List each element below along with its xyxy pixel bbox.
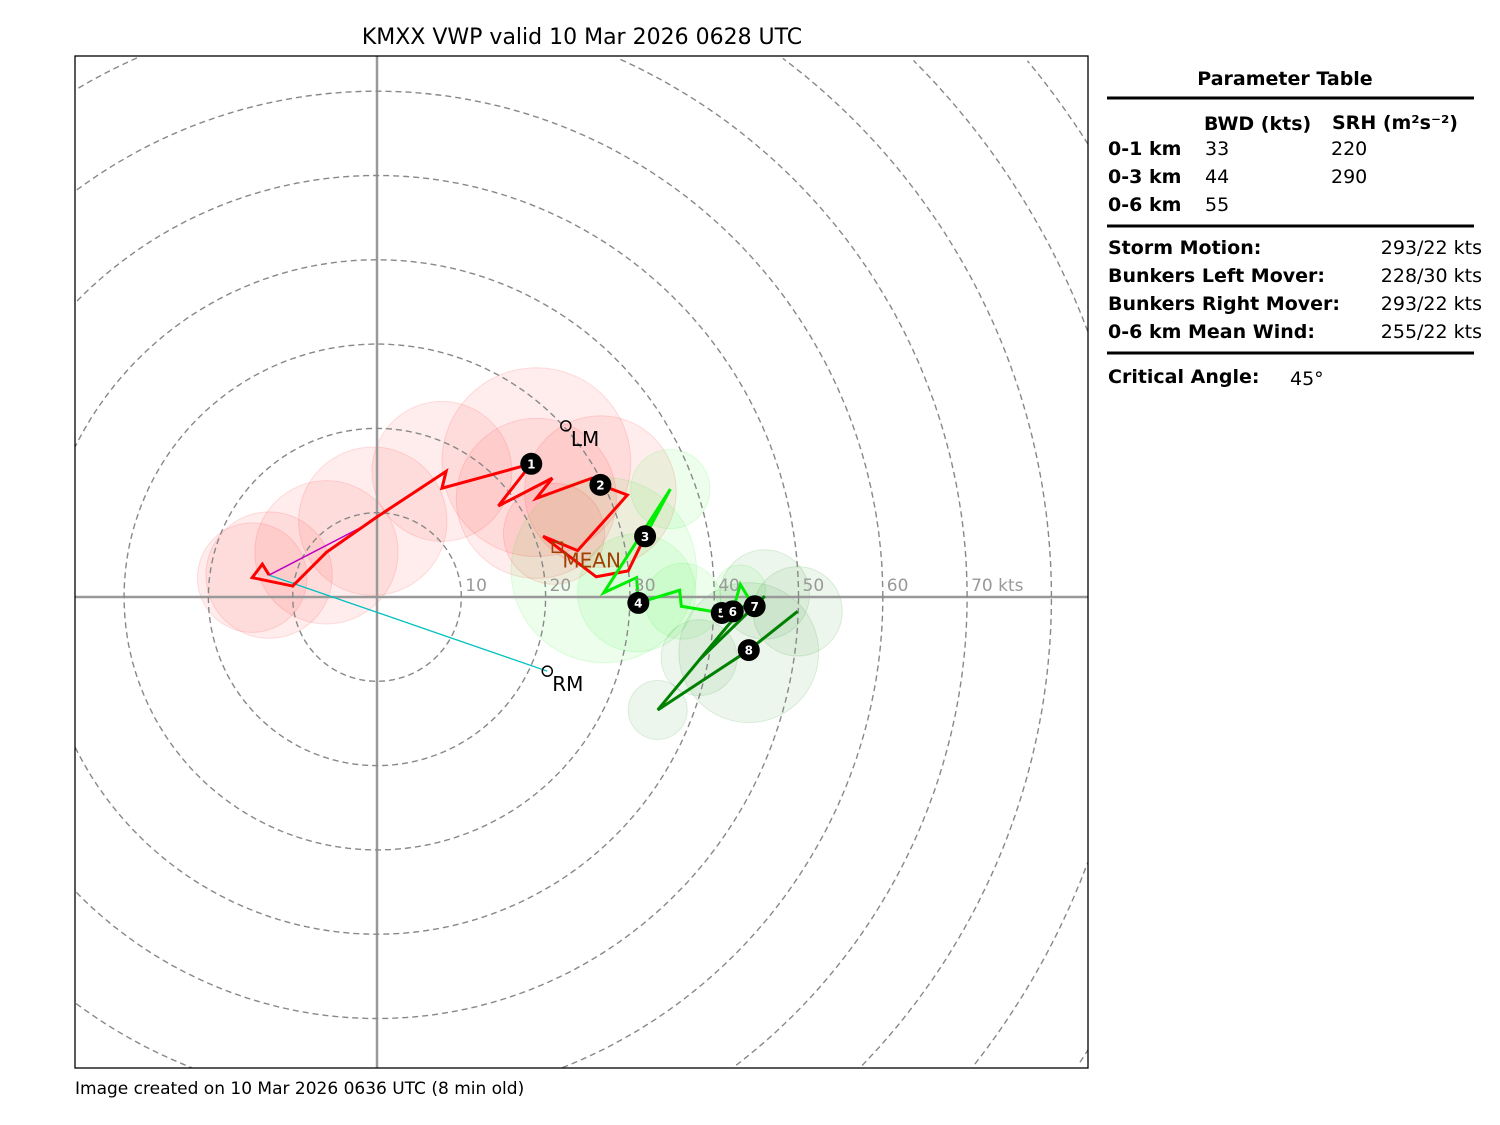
level-marker: [743, 595, 766, 618]
ring-label: 10: [465, 576, 487, 596]
level-label: 4: [634, 596, 642, 610]
level-marker: [627, 591, 650, 614]
ring-label: 40: [718, 576, 740, 596]
motion-value: 293/22 kts: [1381, 237, 1482, 259]
uncertainty-circle: [371, 400, 513, 542]
parameter-table: Parameter Table BWD (kts) SRH (m²s⁻²) 0-…: [1107, 68, 1482, 390]
level-marker: [520, 452, 543, 475]
motion-value: 293/22 kts: [1381, 293, 1482, 315]
level-label: 6: [729, 605, 737, 619]
range-ring: [292, 512, 462, 682]
storm-motion-marker: [541, 665, 554, 677]
bwd-value: 55: [1205, 194, 1229, 216]
level-label: 3: [641, 530, 649, 544]
range-ring: [1026, 60, 1088, 1063]
motion-label: Storm Motion:: [1108, 237, 1261, 259]
hodograph-trace: [249, 461, 647, 588]
range-ring: [912, 60, 1088, 1065]
ring-label: 50: [803, 576, 825, 596]
level-label: 7: [750, 600, 758, 614]
ring-label: 20: [550, 576, 572, 596]
col-bwd: BWD (kts): [1204, 113, 1311, 135]
range-ring: [75, 259, 715, 935]
range-ring: [782, 57, 1053, 1066]
level-label: 5: [718, 607, 726, 621]
srh-value: 290: [1331, 166, 1367, 188]
motion-label: Bunkers Left Mover:: [1108, 265, 1325, 287]
range-ring: [75, 90, 884, 1068]
motion-label: Bunkers Right Mover:: [1108, 293, 1340, 315]
row-label: 0-6 km: [1108, 194, 1181, 216]
ring-label: 60: [887, 576, 909, 596]
shear-vector-line: [268, 527, 361, 576]
mean-wind-marker: [551, 541, 564, 554]
level-label: 8: [745, 644, 753, 658]
row-label: 0-3 km: [1108, 166, 1181, 188]
level-label: 1: [527, 457, 535, 471]
row-label: 0-1 km: [1108, 138, 1181, 160]
motion-label: 0-6 km Mean Wind:: [1108, 321, 1315, 343]
col-srh: SRH (m²s⁻²): [1332, 112, 1458, 134]
level-marker: [634, 525, 657, 548]
level-marker: [721, 600, 744, 623]
plot-labels: 10 20 30 40 50 60 70 kts MEAN LM RM 1 2 3 4 5 6 7 8: [465, 420, 1024, 696]
srh-value: 220: [1331, 138, 1367, 160]
table-title: Parameter Table: [1197, 68, 1372, 90]
storm-motion-label: LM: [571, 427, 599, 451]
hodograph-trace: [599, 488, 756, 615]
bwd-value: 44: [1205, 166, 1229, 188]
range-ring: [77, 57, 968, 1066]
chart-title: KMXX VWP valid 10 Mar 2026 0628 UTC: [362, 25, 802, 50]
storm-motion-label: RM: [552, 672, 583, 696]
level-label: 2: [596, 478, 604, 492]
storm-motion-marker: [560, 420, 572, 432]
range-ring: [75, 174, 800, 1020]
uncertainty-circle: [502, 482, 606, 585]
mean-wind-label: MEAN: [562, 548, 621, 572]
plot-area: [75, 56, 1088, 1068]
ring-label: 30: [634, 576, 656, 596]
bwd-value: 33: [1205, 138, 1229, 160]
storm-motion-line: [268, 574, 548, 672]
critical-angle-label: Critical Angle:: [1108, 366, 1259, 388]
plot-frame: [74, 55, 1089, 1069]
range-ring: [207, 427, 547, 767]
ring-label: 70 kts: [971, 576, 1024, 596]
critical-angle-value: 45°: [1290, 368, 1324, 390]
motion-value: 228/30 kts: [1381, 265, 1482, 287]
level-marker: [589, 473, 612, 496]
motion-value: 255/22 kts: [1381, 321, 1482, 343]
level-marker: [737, 639, 760, 662]
footer-text: Image created on 10 Mar 2026 0636 UTC (8…: [75, 1079, 524, 1099]
range-ring: [123, 343, 631, 851]
